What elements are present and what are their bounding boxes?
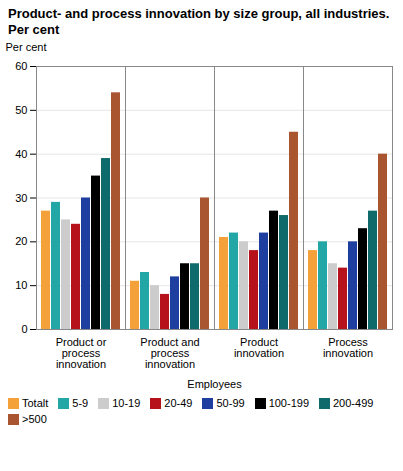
svg-text:Employees: Employees — [187, 378, 242, 390]
svg-text:0: 0 — [21, 323, 27, 335]
svg-text:Per cent: Per cent — [6, 41, 47, 53]
html-text:10-19: 10-19 — [112, 397, 141, 409]
svg-text:20: 20 — [15, 235, 27, 247]
svg-text:Productinnovation: Productinnovation — [234, 336, 284, 359]
svg-text:50: 50 — [15, 104, 27, 116]
svg-text:Product orprocessinnovation: Product orprocessinnovation — [56, 336, 107, 370]
svg-text:10: 10 — [15, 279, 27, 291]
svg-text:Processinnovation: Processinnovation — [323, 336, 373, 359]
svg-text:40: 40 — [15, 148, 27, 160]
svg-text:60: 60 — [15, 60, 27, 72]
html-text:100-199: 100-199 — [268, 397, 309, 409]
html-text:Totalt: Totalt — [22, 397, 49, 409]
html-text:5-9: 5-9 — [72, 397, 89, 409]
svg-text:30: 30 — [15, 192, 27, 204]
svg-text:Product andprocessinnovation: Product andprocessinnovation — [140, 336, 199, 370]
html-text:20-49: 20-49 — [164, 397, 193, 409]
html-text:Product- and process innovatio: Product- and process innovation by size … — [8, 6, 390, 37]
html-text:>500: >500 — [22, 413, 47, 425]
html-text:50-99: 50-99 — [216, 397, 245, 409]
html-text:200-499: 200-499 — [333, 397, 374, 409]
